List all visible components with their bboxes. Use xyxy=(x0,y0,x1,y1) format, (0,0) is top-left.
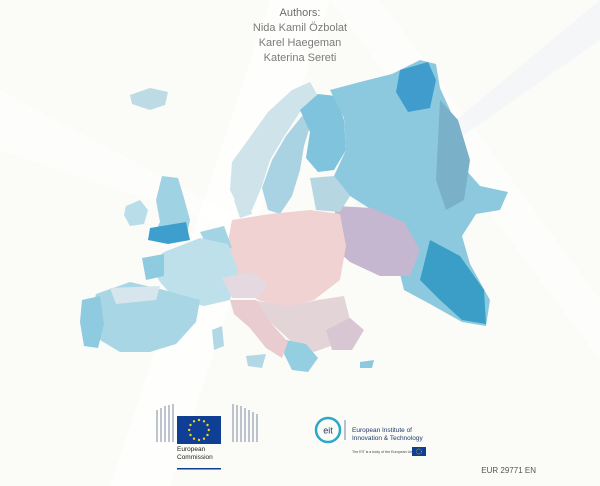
map-region-russia xyxy=(330,60,508,326)
ec-logo-text: European Commission xyxy=(177,446,213,462)
map-region-greece xyxy=(284,340,318,372)
map-region-sweden xyxy=(262,116,312,214)
map-region-finland xyxy=(300,94,346,172)
map-region-cyprus xyxy=(360,360,374,368)
map-region-caucasus xyxy=(420,240,486,324)
map-region-south-england xyxy=(148,222,190,244)
map-region-alps xyxy=(222,272,268,298)
svg-text:eit: eit xyxy=(323,426,333,436)
map-region-spain-north xyxy=(110,286,160,304)
report-number: EUR 29771 EN xyxy=(481,466,536,475)
map-region-france xyxy=(150,238,238,306)
map-region-france-west xyxy=(142,254,164,280)
eit-logo: eit European Institute of Innovation & T… xyxy=(312,414,462,464)
map-region-iceland xyxy=(130,88,168,110)
authors-block: Authors: Nida Kamil Özbolat Karel Haegem… xyxy=(0,6,600,66)
author-name: Nida Kamil Özbolat xyxy=(252,22,348,34)
eit-logo-subtext: The EIT is a body of the European Union xyxy=(352,450,418,454)
eit-logo-line2: Innovation & Technology xyxy=(352,435,423,442)
map-region-sardinia xyxy=(212,326,224,350)
authors-heading: Authors: xyxy=(279,7,321,19)
map-region-russia-north xyxy=(396,62,436,112)
author-name: Katerina Sereti xyxy=(263,52,337,64)
map-region-sicily xyxy=(246,354,266,368)
eu-flag-small-icon xyxy=(412,447,426,456)
map-region-ireland xyxy=(124,200,148,226)
map-region-italy xyxy=(230,300,288,358)
ec-building-icon xyxy=(156,404,258,470)
eit-logo-text: European Institute of Innovation & Techn… xyxy=(352,427,423,443)
map-region-turkey-west xyxy=(326,318,364,350)
map-region-norway xyxy=(230,82,318,210)
map-region-ukraine xyxy=(330,206,420,276)
author-name: Karel Haegeman xyxy=(258,37,342,49)
map-region-balkans xyxy=(252,296,350,352)
european-commission-logo: European Commission xyxy=(155,398,265,470)
eit-logo-line1: European Institute of xyxy=(352,427,412,434)
eit-circle-icon: eit xyxy=(314,416,346,444)
map-region-denmark xyxy=(234,196,252,218)
map-region-portugal xyxy=(80,296,104,348)
ec-logo-line2: Commission xyxy=(177,454,213,461)
ec-logo-line1: European xyxy=(177,446,206,453)
map-region-baltics xyxy=(310,176,350,212)
map-region-russia-east xyxy=(436,100,470,210)
